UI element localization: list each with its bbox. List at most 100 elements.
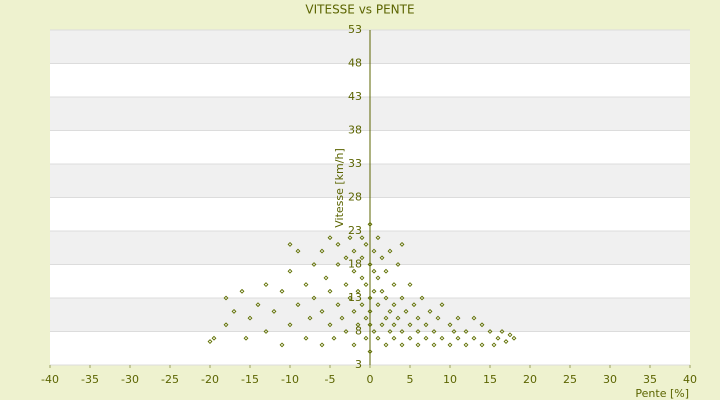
point	[303, 282, 309, 288]
point	[303, 335, 309, 341]
x-tick-label: 15	[483, 373, 497, 386]
y-tick-label: 38	[348, 124, 362, 137]
point	[419, 295, 425, 301]
point	[367, 295, 373, 301]
point	[379, 255, 385, 261]
point	[379, 288, 385, 294]
point	[391, 322, 397, 328]
point	[323, 275, 329, 281]
point	[491, 342, 497, 348]
point	[287, 268, 293, 274]
point	[391, 302, 397, 308]
point	[463, 329, 469, 334]
point	[375, 335, 381, 341]
point	[495, 335, 501, 341]
point	[371, 288, 377, 294]
point	[423, 322, 429, 328]
x-tick-label: -25	[161, 373, 179, 386]
point	[367, 322, 373, 328]
point	[271, 308, 277, 314]
point	[375, 235, 381, 241]
point	[319, 308, 325, 314]
y-tick-label: 3	[355, 358, 362, 371]
point	[363, 282, 369, 288]
x-tick-label: -30	[121, 373, 139, 386]
point	[387, 329, 393, 334]
y-tick-label: 43	[348, 90, 362, 103]
point	[287, 322, 293, 328]
point	[471, 315, 477, 321]
point	[363, 335, 369, 341]
point	[415, 315, 421, 321]
y-tick-label: 28	[348, 191, 362, 204]
point	[427, 308, 433, 314]
y-tick-label: 13	[348, 291, 362, 304]
point	[395, 262, 401, 267]
point	[327, 235, 333, 241]
point	[295, 302, 301, 308]
point	[375, 275, 381, 281]
point	[335, 302, 341, 308]
point	[391, 282, 397, 288]
point	[319, 248, 325, 254]
grid	[49, 29, 691, 368]
point	[367, 349, 373, 355]
point	[343, 255, 349, 261]
point	[347, 295, 353, 301]
point	[407, 322, 413, 328]
x-tick-label: -40	[41, 373, 59, 386]
x-tick-label: 10	[443, 373, 457, 386]
point	[363, 315, 369, 321]
point	[343, 329, 349, 334]
point	[331, 335, 337, 341]
x-tick-label: 25	[563, 373, 577, 386]
point	[335, 262, 341, 267]
point	[375, 302, 381, 308]
point	[399, 342, 405, 348]
x-axis-title: Pente [%]	[635, 387, 689, 400]
point	[487, 329, 493, 334]
point	[463, 342, 469, 348]
x-tick-label: -35	[81, 373, 99, 386]
point	[359, 302, 365, 308]
point	[479, 322, 485, 328]
point	[279, 342, 285, 348]
point	[423, 335, 429, 341]
point	[387, 248, 393, 254]
point	[455, 315, 461, 321]
point	[391, 335, 397, 341]
point	[367, 308, 373, 314]
point	[339, 315, 345, 321]
x-tick-label: -5	[325, 373, 336, 386]
point	[371, 329, 377, 334]
point	[415, 329, 421, 334]
x-tick-label: 5	[407, 373, 414, 386]
y-tick-label: 8	[355, 325, 362, 338]
point	[295, 248, 301, 254]
y-tick-label: 48	[348, 57, 362, 70]
point	[255, 302, 261, 308]
point	[383, 295, 389, 301]
point	[239, 288, 245, 294]
point	[383, 315, 389, 321]
y-tick-label: 18	[348, 258, 362, 271]
point	[399, 295, 405, 301]
point	[431, 329, 437, 334]
point	[383, 268, 389, 274]
point	[311, 295, 317, 301]
point	[327, 322, 333, 328]
point	[499, 329, 505, 334]
point	[211, 335, 217, 341]
y-axis-title: Vitesse [km/h]	[333, 148, 346, 228]
point	[379, 322, 385, 328]
point	[355, 288, 361, 294]
point	[307, 315, 313, 321]
point	[351, 268, 357, 274]
point	[407, 282, 413, 288]
point	[351, 308, 357, 314]
point	[243, 335, 249, 341]
x-tick-label: 0	[367, 373, 374, 386]
y-tick-label: 23	[348, 224, 362, 237]
point	[223, 295, 229, 301]
